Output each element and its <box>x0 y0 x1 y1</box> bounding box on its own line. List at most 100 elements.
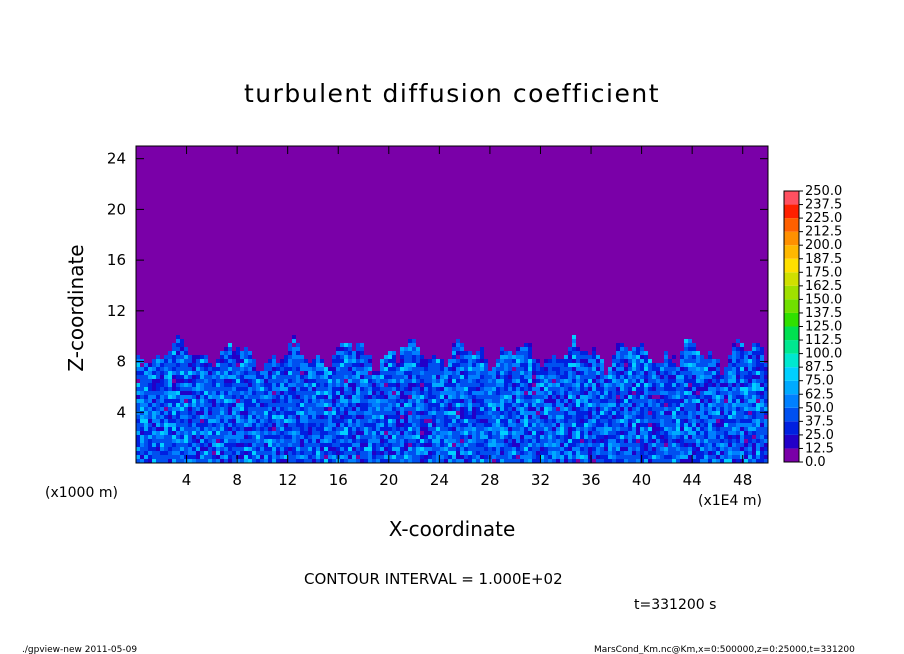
field-cell <box>368 359 372 363</box>
field-cell <box>188 387 192 391</box>
field-cell <box>760 455 764 459</box>
field-cell <box>528 371 532 375</box>
field-cell <box>688 415 692 419</box>
field-cell <box>620 403 624 407</box>
field-cell <box>152 399 156 403</box>
field-cell <box>244 419 248 423</box>
field-cell <box>220 459 224 463</box>
field-cell <box>408 407 412 411</box>
field-cell <box>424 387 428 391</box>
field-cell <box>444 435 448 439</box>
field-cell <box>460 447 464 451</box>
field-cell <box>500 423 504 427</box>
colorbar-label: 50.0 <box>805 401 834 416</box>
field-cell <box>664 459 668 463</box>
field-cell <box>684 343 688 347</box>
field-cell <box>236 395 240 399</box>
field-cell <box>288 423 292 427</box>
field-cell <box>680 443 684 447</box>
field-cell <box>188 363 192 367</box>
y-tick-label: 16 <box>107 251 126 269</box>
field-cell <box>348 415 352 419</box>
field-cell <box>684 371 688 375</box>
field-cell <box>576 419 580 423</box>
field-cell <box>456 447 460 451</box>
field-cell <box>636 383 640 387</box>
field-cell <box>708 407 712 411</box>
field-cell <box>296 407 300 411</box>
field-cell <box>240 399 244 403</box>
field-cell <box>744 399 748 403</box>
field-cell <box>400 387 404 391</box>
x-unit-label: (x1E4 m) <box>698 493 762 509</box>
field-cell <box>556 403 560 407</box>
field-cell <box>524 435 528 439</box>
field-cell <box>692 363 696 367</box>
field-cell <box>168 419 172 423</box>
field-cell <box>228 443 232 447</box>
field-cell <box>172 395 176 399</box>
field-cell <box>512 363 516 367</box>
field-cell <box>196 443 200 447</box>
field-cell <box>548 383 552 387</box>
field-cell <box>596 411 600 415</box>
field-cell <box>760 363 764 367</box>
field-cell <box>460 407 464 411</box>
field-cell <box>764 391 768 395</box>
field-cell <box>252 395 256 399</box>
field-cell <box>624 411 628 415</box>
field-cell <box>548 451 552 455</box>
field-cell <box>628 459 632 463</box>
field-cell <box>184 375 188 379</box>
field-cell <box>440 411 444 415</box>
field-cell <box>404 351 408 355</box>
field-cell <box>228 367 232 371</box>
field-cell <box>636 351 640 355</box>
field-cell <box>180 415 184 419</box>
field-cell <box>352 415 356 419</box>
field-cell <box>700 431 704 435</box>
field-cell <box>204 435 208 439</box>
field-cell <box>252 415 256 419</box>
field-cell <box>216 387 220 391</box>
field-cell <box>156 419 160 423</box>
field-cell <box>716 431 720 435</box>
field-cell <box>328 423 332 427</box>
field-cell <box>276 395 280 399</box>
field-cell <box>212 411 216 415</box>
field-cell <box>444 427 448 431</box>
field-cell <box>484 431 488 435</box>
field-cell <box>488 427 492 431</box>
field-cell <box>756 419 760 423</box>
field-cell <box>500 395 504 399</box>
field-cell <box>532 391 536 395</box>
field-cell <box>292 459 296 463</box>
field-cell <box>196 363 200 367</box>
field-cell <box>496 415 500 419</box>
field-cell <box>188 439 192 443</box>
field-cell <box>532 423 536 427</box>
field-cell <box>384 391 388 395</box>
field-cell <box>220 375 224 379</box>
field-cell <box>620 347 624 351</box>
field-cell <box>556 455 560 459</box>
field-cell <box>424 383 428 387</box>
field-cell <box>412 379 416 383</box>
field-cell <box>392 391 396 395</box>
field-cell <box>164 367 168 371</box>
field-cell <box>636 443 640 447</box>
field-cell <box>304 411 308 415</box>
x-tick-label: 4 <box>182 471 192 489</box>
field-cell <box>248 419 252 423</box>
field-cell <box>444 407 448 411</box>
field-cell <box>576 423 580 427</box>
field-cell <box>704 379 708 383</box>
field-cell <box>624 415 628 419</box>
field-cell <box>204 355 208 359</box>
field-cell <box>312 367 316 371</box>
field-cell <box>680 355 684 359</box>
field-cell <box>272 359 276 363</box>
field-cell <box>140 411 144 415</box>
field-cell <box>472 391 476 395</box>
field-cell <box>520 403 524 407</box>
